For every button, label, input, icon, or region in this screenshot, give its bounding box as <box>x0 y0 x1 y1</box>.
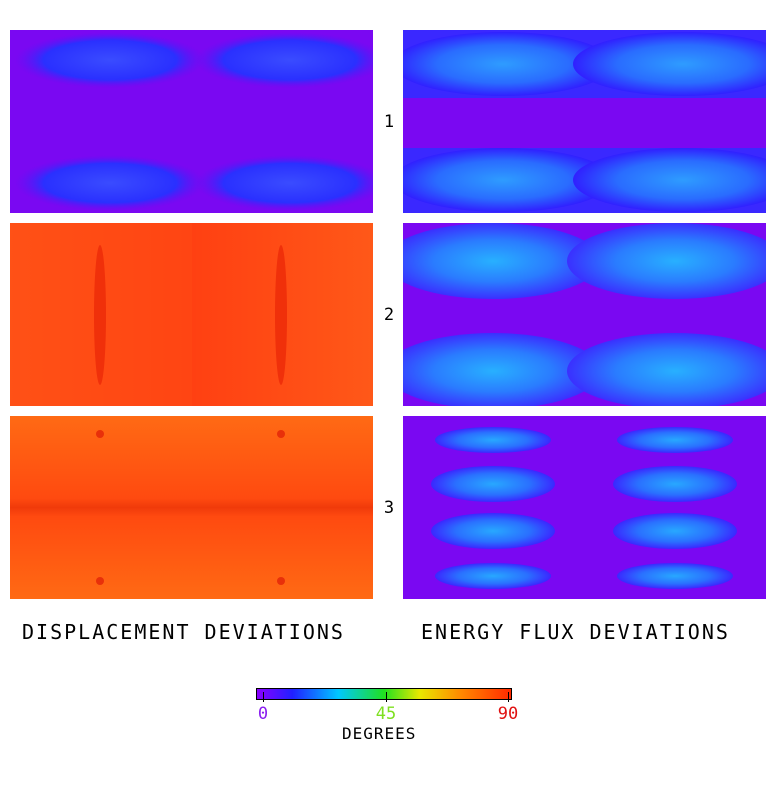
row-label-1: 1 <box>383 112 395 132</box>
colorbar-tick-label: 90 <box>497 704 519 724</box>
colorbar <box>256 688 512 700</box>
flux-panel-1 <box>403 30 766 213</box>
caption-displacement: DISPLACEMENT DEVIATIONS <box>22 620 345 644</box>
flux-panel-3 <box>403 416 766 599</box>
colorbar-tick <box>263 692 264 702</box>
displacement-panel-3 <box>10 416 373 599</box>
row-label-3: 3 <box>383 498 395 518</box>
row-label-2: 2 <box>383 305 395 325</box>
colorbar-tick-label: 45 <box>375 704 397 724</box>
colorbar-tick <box>508 692 509 702</box>
colorbar-tick-label: 0 <box>257 704 269 724</box>
colorbar-tick <box>386 692 387 702</box>
panel-background <box>10 416 373 599</box>
displacement-panel-2 <box>10 223 373 406</box>
displacement-panel-1 <box>10 30 373 213</box>
colorbar-title: DEGREES <box>342 724 417 743</box>
caption-energy-flux: ENERGY FLUX DEVIATIONS <box>421 620 730 644</box>
flux-panel-2 <box>403 223 766 406</box>
